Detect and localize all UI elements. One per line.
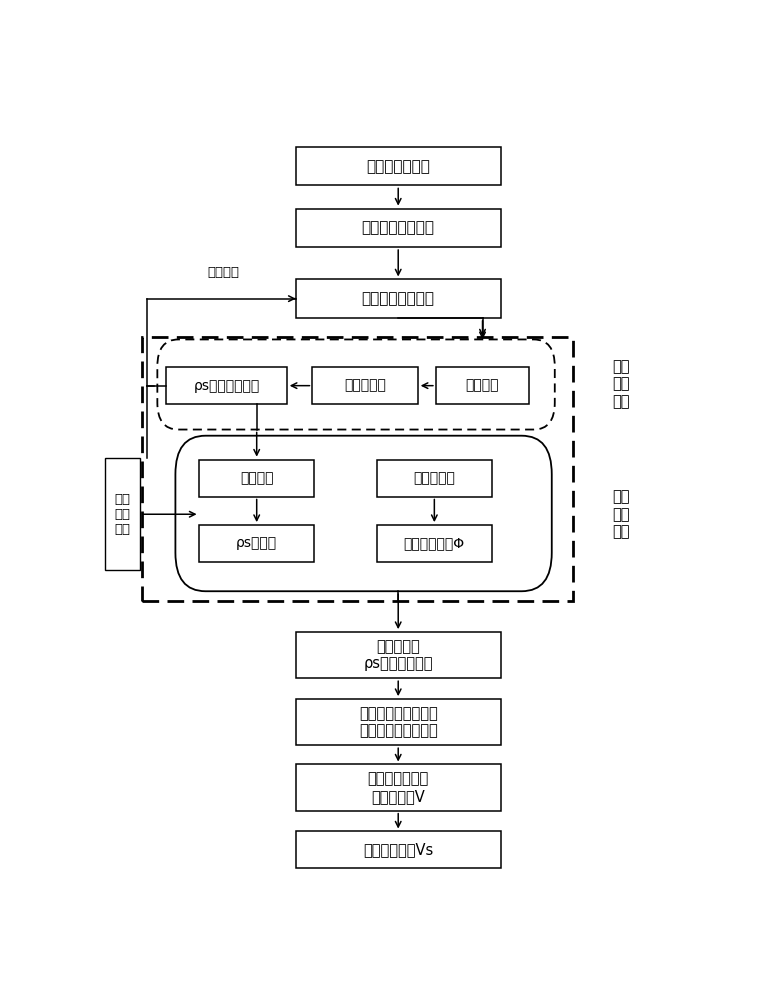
FancyBboxPatch shape xyxy=(105,458,140,570)
Text: 确定
边界
条件: 确定 边界 条件 xyxy=(114,493,131,536)
Text: 声波法测井: 声波法测井 xyxy=(413,471,455,485)
FancyBboxPatch shape xyxy=(296,632,500,678)
FancyBboxPatch shape xyxy=(296,209,500,247)
Text: 高密度电法: 高密度电法 xyxy=(344,379,386,393)
FancyBboxPatch shape xyxy=(377,525,492,562)
Text: 积分计算地下水
含水层体积V: 积分计算地下水 含水层体积V xyxy=(368,771,429,804)
Text: 含水层孔隙率Φ: 含水层孔隙率Φ xyxy=(404,536,465,550)
Text: 研究区地下水分布范
围及含水层厚度标定: 研究区地下水分布范 围及含水层厚度标定 xyxy=(359,706,437,738)
Text: 研究区三维
ρs等值线断面图: 研究区三维 ρs等值线断面图 xyxy=(364,639,433,671)
Text: ρs等值线断面图: ρs等值线断面图 xyxy=(193,379,260,393)
Text: 井中
测量
系统: 井中 测量 系统 xyxy=(612,489,630,539)
Text: 研究区地质概况图: 研究区地质概况图 xyxy=(362,291,434,306)
Text: 电测井法: 电测井法 xyxy=(240,471,274,485)
FancyBboxPatch shape xyxy=(296,699,500,745)
FancyBboxPatch shape xyxy=(166,367,287,404)
Text: 研究区测井布置: 研究区测井布置 xyxy=(366,159,430,174)
Text: 地面
测量
系统: 地面 测量 系统 xyxy=(612,359,630,409)
FancyBboxPatch shape xyxy=(200,525,314,562)
FancyBboxPatch shape xyxy=(296,147,500,185)
FancyBboxPatch shape xyxy=(312,367,418,404)
FancyBboxPatch shape xyxy=(296,279,500,318)
FancyBboxPatch shape xyxy=(200,460,314,497)
Text: 相互验证: 相互验证 xyxy=(207,266,239,279)
Text: ρs曲线图: ρs曲线图 xyxy=(236,536,277,550)
FancyBboxPatch shape xyxy=(176,436,552,591)
FancyBboxPatch shape xyxy=(377,460,492,497)
Text: 连井电测: 连井电测 xyxy=(465,379,500,393)
FancyBboxPatch shape xyxy=(296,831,500,868)
FancyBboxPatch shape xyxy=(436,367,529,404)
FancyBboxPatch shape xyxy=(296,764,500,811)
Text: 测井岩芯资料收集: 测井岩芯资料收集 xyxy=(362,220,434,235)
Text: 地下水含水量Vs: 地下水含水量Vs xyxy=(363,842,434,857)
